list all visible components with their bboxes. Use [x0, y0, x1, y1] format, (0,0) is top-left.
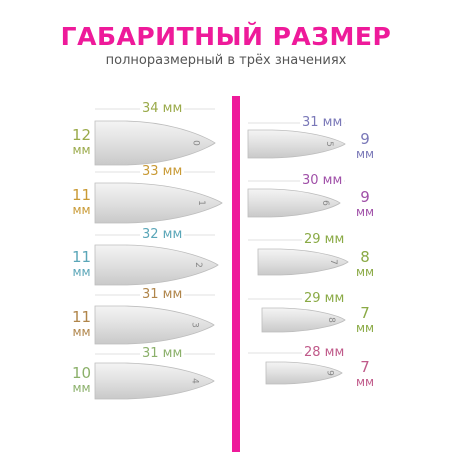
left-width-unit: мм — [72, 325, 91, 339]
left-width-value: 11 — [72, 186, 92, 204]
right-width-unit: мм — [356, 265, 375, 279]
left-width-value: 11 — [72, 308, 92, 326]
left-width-label: 10 мм — [72, 366, 91, 396]
right-size-number: 7 — [328, 259, 338, 265]
right-nail-tip — [247, 129, 346, 159]
right-length-label: 30 мм — [300, 173, 345, 188]
right-nail-tip — [247, 188, 341, 218]
right-width-value: 8 — [360, 248, 370, 266]
right-width-value: 7 — [360, 358, 370, 376]
left-width-label: 12 мм — [72, 128, 91, 158]
right-width-value: 7 — [360, 304, 370, 322]
right-width-unit: мм — [356, 375, 375, 389]
right-width-label: 9 мм — [356, 190, 374, 220]
left-nail-tip — [94, 244, 219, 286]
right-nail-tip — [265, 361, 343, 385]
left-width-label: 11 мм — [72, 310, 91, 340]
left-size-number: 1 — [196, 200, 206, 206]
left-nail-tip — [94, 362, 215, 400]
left-length-label: 34 мм — [140, 101, 185, 116]
right-width-label: 9 мм — [356, 132, 374, 162]
left-length-label: 31 мм — [140, 346, 185, 361]
left-nail-tip — [94, 182, 223, 224]
left-width-unit: мм — [72, 265, 91, 279]
right-length-label: 28 мм — [302, 345, 347, 360]
left-length-label: 32 мм — [140, 227, 185, 242]
right-width-label: 7 мм — [356, 360, 374, 390]
left-size-number: 0 — [190, 140, 200, 146]
page-title: ГАБАРИТНЫЙ РАЗМЕР — [60, 22, 392, 51]
left-nail-tip — [94, 120, 216, 166]
right-width-unit: мм — [356, 147, 375, 161]
left-length-label: 31 мм — [140, 287, 185, 302]
left-width-label: 11 мм — [72, 250, 91, 280]
left-width-unit: мм — [72, 381, 91, 395]
right-size-number: 6 — [320, 200, 330, 206]
right-width-value: 9 — [360, 130, 370, 148]
right-width-label: 7 мм — [356, 306, 374, 336]
left-nail-tip — [94, 305, 215, 345]
left-size-number: 4 — [189, 378, 199, 384]
right-nail-tip — [257, 248, 349, 276]
right-length-label: 29 мм — [302, 291, 347, 306]
right-width-label: 8 мм — [356, 250, 374, 280]
left-width-unit: мм — [72, 143, 91, 157]
right-length-label: 31 мм — [300, 115, 345, 130]
left-length-label: 33 мм — [140, 164, 185, 179]
left-width-unit: мм — [72, 203, 91, 217]
left-width-value: 12 — [72, 126, 92, 144]
right-width-value: 9 — [360, 188, 370, 206]
right-size-number: 5 — [324, 141, 334, 147]
right-nail-tip — [261, 307, 346, 333]
right-size-number: 9 — [324, 370, 334, 376]
left-width-value: 11 — [72, 248, 92, 266]
right-width-unit: мм — [356, 321, 375, 335]
left-size-number: 2 — [193, 262, 203, 268]
left-size-number: 3 — [189, 322, 199, 328]
right-width-unit: мм — [356, 205, 375, 219]
page-subtitle: полноразмерный в трёх значениях — [105, 53, 347, 68]
left-width-label: 11 мм — [72, 188, 91, 218]
right-length-label: 29 мм — [302, 232, 347, 247]
right-size-number: 8 — [326, 317, 336, 323]
column-divider — [232, 96, 240, 452]
left-width-value: 10 — [72, 364, 92, 382]
